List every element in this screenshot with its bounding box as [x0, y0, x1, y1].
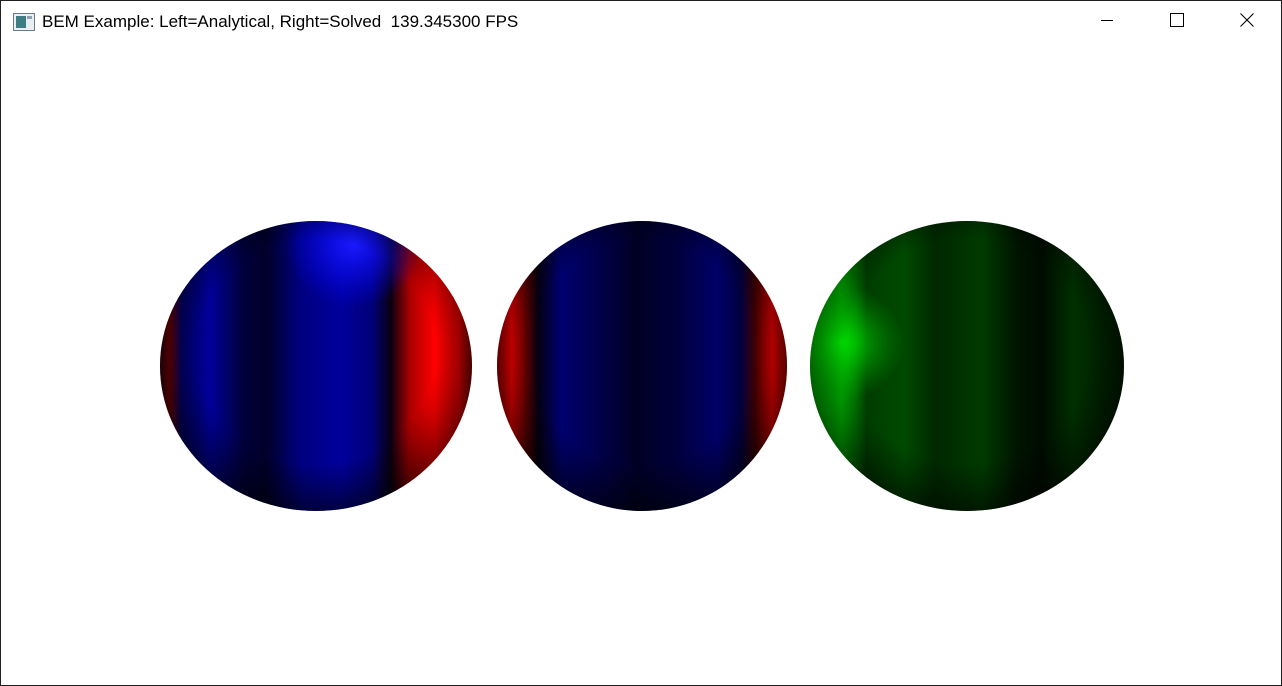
render-viewport[interactable] — [1, 43, 1281, 685]
maximize-icon — [1169, 12, 1185, 33]
solved-sphere — [497, 221, 787, 511]
maximize-button[interactable] — [1142, 1, 1212, 43]
close-icon — [1239, 12, 1255, 33]
window-title: BEM Example: Left=Analytical, Right=Solv… — [42, 12, 519, 31]
minimize-button[interactable] — [1072, 1, 1142, 43]
error-sphere — [810, 221, 1124, 511]
title-bar[interactable]: BEM Example: Left=Analytical, Right=Solv… — [1, 1, 1281, 43]
minimize-icon — [1099, 12, 1115, 33]
analytical-sphere — [160, 221, 472, 511]
close-button[interactable] — [1212, 1, 1282, 43]
app-window-icon[interactable] — [13, 13, 35, 31]
